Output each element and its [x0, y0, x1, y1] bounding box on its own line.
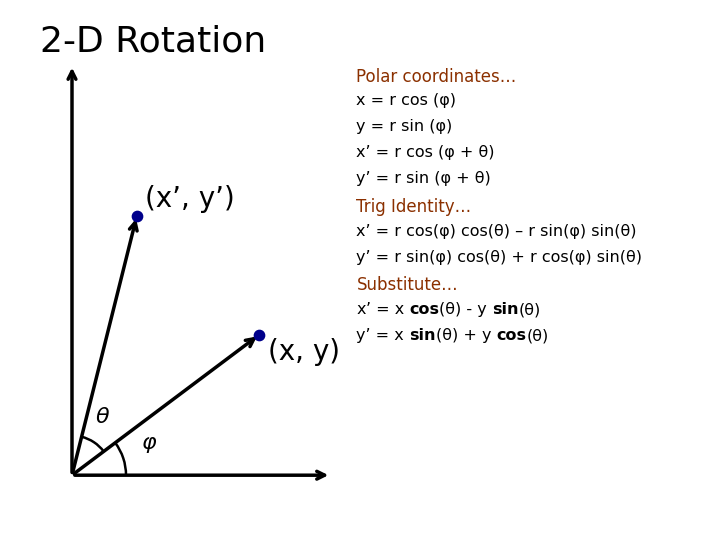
Text: Trig Identity…: Trig Identity…: [356, 198, 472, 216]
Text: cos: cos: [496, 328, 526, 343]
Text: x: x: [356, 302, 366, 318]
Text: (θ) - y: (θ) - y: [439, 302, 492, 318]
Text: (x’, y’): (x’, y’): [145, 185, 235, 213]
Text: x’ = r cos(φ) cos(θ) – r sin(φ) sin(θ): x’ = r cos(φ) cos(θ) – r sin(φ) sin(θ): [356, 224, 637, 239]
Text: (θ): (θ): [526, 328, 549, 343]
Text: θ: θ: [96, 407, 109, 427]
Text: y’ = r sin(φ) cos(θ) + r cos(φ) sin(θ): y’ = r sin(φ) cos(θ) + r cos(φ) sin(θ): [356, 249, 642, 265]
Text: (x, y): (x, y): [268, 338, 340, 366]
Text: (θ) + y: (θ) + y: [436, 328, 496, 343]
Text: x’ = r cos (φ + θ): x’ = r cos (φ + θ): [356, 145, 495, 160]
Text: Substitute…: Substitute…: [356, 276, 458, 294]
Text: sin: sin: [409, 328, 436, 343]
Text: φ: φ: [142, 433, 157, 453]
Text: x = r cos (φ): x = r cos (φ): [356, 93, 456, 109]
Text: sin: sin: [492, 302, 518, 318]
Text: cos: cos: [409, 302, 439, 318]
Text: y’ = x: y’ = x: [356, 328, 409, 343]
Text: y = r sin (φ): y = r sin (φ): [356, 119, 453, 134]
Text: Polar coordinates…: Polar coordinates…: [356, 68, 517, 85]
Text: (θ): (θ): [518, 302, 541, 318]
Text: 2-D Rotation: 2-D Rotation: [40, 24, 266, 58]
Text: ’ = x: ’ = x: [366, 302, 409, 318]
Text: y’ = r sin (φ + θ): y’ = r sin (φ + θ): [356, 171, 491, 186]
Point: [253, 330, 265, 339]
Point: [131, 212, 143, 220]
